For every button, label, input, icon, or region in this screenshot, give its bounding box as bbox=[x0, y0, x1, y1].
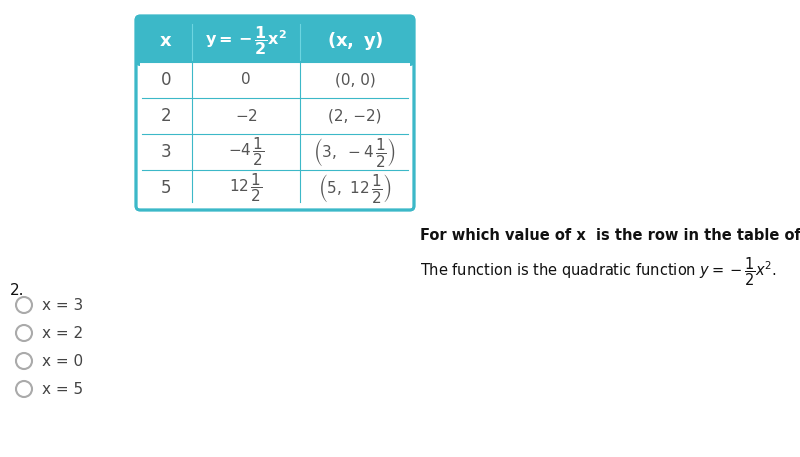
Text: x = 2: x = 2 bbox=[42, 325, 83, 340]
Text: $-4\,\dfrac{1}{2}$: $-4\,\dfrac{1}{2}$ bbox=[228, 136, 264, 168]
Text: $-2$: $-2$ bbox=[234, 108, 258, 124]
Text: x = 0: x = 0 bbox=[42, 354, 83, 368]
FancyBboxPatch shape bbox=[136, 16, 414, 210]
Text: x = 5: x = 5 bbox=[42, 382, 83, 397]
Text: $\left(5,\ 12\,\dfrac{1}{2}\right)$: $\left(5,\ 12\,\dfrac{1}{2}\right)$ bbox=[318, 171, 392, 204]
Text: 0: 0 bbox=[241, 73, 251, 87]
Text: 2.: 2. bbox=[10, 283, 25, 298]
FancyBboxPatch shape bbox=[136, 16, 414, 66]
Text: For which value of x  is the row in the table of values incorrect?: For which value of x is the row in the t… bbox=[420, 228, 800, 243]
Text: $\left(3,\ -4\,\dfrac{1}{2}\right)$: $\left(3,\ -4\,\dfrac{1}{2}\right)$ bbox=[314, 135, 397, 169]
Text: (0, 0): (0, 0) bbox=[334, 73, 375, 87]
Text: (2, −2): (2, −2) bbox=[328, 108, 382, 123]
Text: x = 3: x = 3 bbox=[42, 298, 83, 313]
Text: $12\,\dfrac{1}{2}$: $12\,\dfrac{1}{2}$ bbox=[230, 172, 262, 204]
Text: $\mathbf{x}$: $\mathbf{x}$ bbox=[159, 32, 173, 50]
Text: $\mathbf{y=-\dfrac{1}{2}x^2}$: $\mathbf{y=-\dfrac{1}{2}x^2}$ bbox=[205, 25, 287, 58]
FancyBboxPatch shape bbox=[140, 62, 410, 206]
Text: 3: 3 bbox=[161, 143, 171, 161]
Text: The function is the quadratic function $y = -\dfrac{1}{2}x^2$.: The function is the quadratic function $… bbox=[420, 255, 777, 287]
Text: 5: 5 bbox=[161, 179, 171, 197]
Text: 2: 2 bbox=[161, 107, 171, 125]
Text: 0: 0 bbox=[161, 71, 171, 89]
Text: $\mathbf{(x,\ y)}$: $\mathbf{(x,\ y)}$ bbox=[326, 30, 383, 52]
